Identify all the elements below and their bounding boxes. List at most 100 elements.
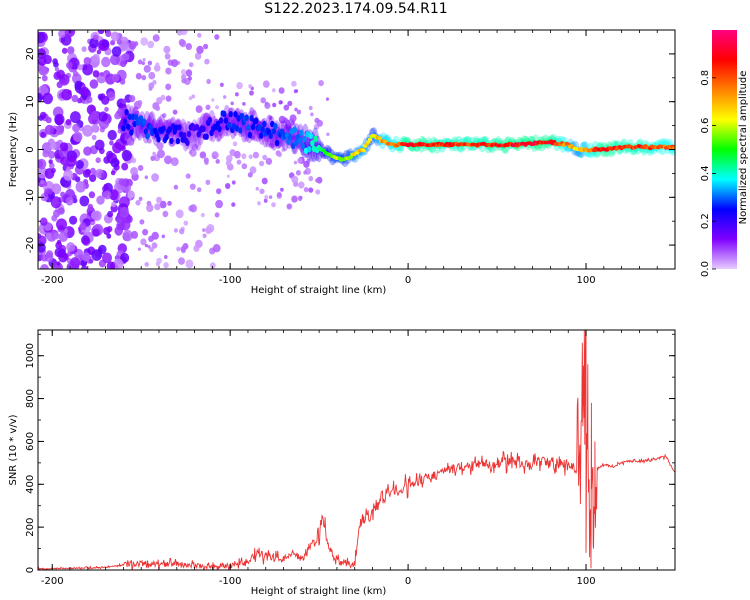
heatmap-ridge-core bbox=[194, 124, 200, 131]
heatmap-noise-cell bbox=[197, 187, 202, 193]
heatmap-noise-cell bbox=[181, 74, 187, 80]
heatmap-ridge-core bbox=[297, 137, 302, 144]
heatmap-noise-cell bbox=[167, 200, 172, 206]
heatmap-noise-cell bbox=[303, 170, 308, 175]
heatmap-noise-cell bbox=[297, 157, 303, 164]
heatmap-noise-cell bbox=[206, 78, 211, 85]
heatmap-noise-cell bbox=[295, 170, 301, 176]
heatmap-ridge-core bbox=[247, 131, 253, 139]
heatmap-noise-cell bbox=[171, 59, 179, 68]
heatmap-noise-cell bbox=[77, 97, 83, 104]
snr-y-axis-label: SNR (10 * v/v) bbox=[8, 414, 19, 485]
heatmap-noise-cell bbox=[199, 151, 207, 159]
figure-title: S122.2023.174.09.54.R11 bbox=[264, 1, 448, 17]
heatmap-ridge-core bbox=[130, 113, 136, 120]
colorbar-tick-label: 0.0 bbox=[700, 261, 711, 277]
heatmap-noise-cell bbox=[120, 60, 127, 68]
heatmap-y-tick-label: 10 bbox=[25, 95, 36, 108]
heatmap-noise-cell bbox=[38, 92, 43, 103]
heatmap-y-axis-label: Frequency (Hz) bbox=[8, 112, 19, 188]
heatmap-noise-cell bbox=[318, 80, 324, 87]
heatmap-ridge-core bbox=[273, 123, 278, 130]
heatmap-noise-cell bbox=[164, 255, 168, 259]
heatmap-noise-cell bbox=[100, 172, 107, 179]
heatmap-noise-cell bbox=[108, 189, 119, 201]
heatmap-ridge-core bbox=[292, 126, 297, 133]
heatmap-noise-cell bbox=[234, 150, 241, 159]
heatmap-ridge-core bbox=[145, 133, 150, 140]
heatmap-noise-cell bbox=[61, 47, 68, 54]
heatmap-noise-cell bbox=[261, 177, 268, 185]
heatmap-ridge-core bbox=[164, 134, 169, 141]
heatmap-ridge-core bbox=[142, 118, 147, 126]
heatmap-noise-cell bbox=[100, 72, 105, 77]
heatmap-noise-cell bbox=[121, 149, 132, 162]
heatmap-ridge-core bbox=[174, 124, 179, 131]
heatmap-noise-cell bbox=[46, 250, 54, 259]
heatmap-noise-cell bbox=[268, 195, 273, 200]
heatmap-noise-cell bbox=[249, 109, 256, 117]
heatmap-noise-cell bbox=[315, 189, 321, 195]
heatmap-noise-cell bbox=[271, 202, 276, 208]
heatmap-noise-cell bbox=[176, 246, 181, 252]
heatmap-noise-cell bbox=[209, 262, 216, 269]
heatmap-noise-cell bbox=[148, 235, 154, 242]
heatmap-noise-cell bbox=[291, 195, 298, 203]
heatmap-noise-cell bbox=[225, 183, 231, 189]
heatmap-noise-cell bbox=[48, 159, 53, 165]
heatmap-noise-cell bbox=[106, 150, 114, 159]
heatmap-ridge-core bbox=[287, 133, 293, 141]
heatmap-noise-cell bbox=[110, 40, 116, 46]
heatmap-noise-cell bbox=[53, 61, 59, 68]
heatmap-noise-cell bbox=[154, 203, 161, 211]
heatmap-noise-cell bbox=[185, 173, 191, 179]
heatmap-noise-cell bbox=[113, 258, 124, 269]
heatmap-noise-cell bbox=[189, 204, 197, 213]
heatmap-noise-cell bbox=[280, 187, 284, 192]
heatmap-noise-cell bbox=[188, 150, 192, 155]
heatmap-noise-cell bbox=[44, 124, 55, 135]
heatmap-noise-cell bbox=[232, 141, 238, 147]
heatmap-noise-cell bbox=[260, 97, 267, 104]
heatmap-noise-cell bbox=[140, 238, 147, 246]
heatmap-noise-cell bbox=[162, 210, 169, 218]
heatmap-ridge-core bbox=[299, 129, 304, 136]
heatmap-noise-cell bbox=[157, 149, 165, 159]
heatmap-noise-cell bbox=[66, 61, 73, 69]
heatmap-noise-cell bbox=[255, 186, 259, 191]
heatmap-noise-cell bbox=[50, 196, 62, 209]
heatmap-ridge-core bbox=[279, 128, 285, 135]
heatmap-noise-cell bbox=[144, 262, 149, 267]
heatmap-noise-cell bbox=[214, 212, 220, 218]
heatmap-cells bbox=[38, 30, 675, 269]
heatmap-noise-cell bbox=[156, 142, 164, 150]
heatmap-noise-cell bbox=[146, 138, 152, 144]
heatmap-noise-cell bbox=[223, 95, 227, 99]
heatmap-noise-cell bbox=[276, 192, 282, 198]
heatmap-noise-cell bbox=[278, 115, 286, 124]
heatmap-ridge-core bbox=[161, 125, 166, 132]
heatmap-noise-cell bbox=[55, 241, 63, 250]
heatmap-x-tick-label: 0 bbox=[405, 275, 411, 286]
heatmap-ridge-core bbox=[134, 114, 139, 121]
heatmap-noise-cell bbox=[95, 157, 101, 164]
heatmap-noise-cell bbox=[202, 233, 207, 239]
heatmap-ridge-core bbox=[236, 115, 241, 122]
heatmap-noise-cell bbox=[297, 195, 303, 201]
heatmap-noise-cell bbox=[82, 63, 93, 76]
colorbar-tick-label: 0.2 bbox=[700, 213, 711, 229]
heatmap-noise-cell bbox=[283, 104, 290, 111]
heatmap-ridge-core bbox=[246, 124, 251, 131]
heatmap-noise-cell bbox=[164, 53, 171, 60]
heatmap-noise-cell bbox=[290, 121, 294, 125]
heatmap-noise-cell bbox=[120, 252, 130, 263]
heatmap-noise-cell bbox=[89, 259, 94, 264]
heatmap-noise-cell bbox=[137, 247, 141, 251]
heatmap-noise-cell bbox=[152, 34, 160, 42]
heatmap-ridge-halo bbox=[189, 131, 197, 151]
snr-y-tick-label: 600 bbox=[25, 432, 36, 451]
colorbar-tick-label: 0.4 bbox=[700, 165, 711, 181]
heatmap-noise-cell bbox=[203, 43, 209, 50]
heatmap-ridge-core bbox=[122, 118, 128, 126]
heatmap-noise-cell bbox=[176, 30, 183, 36]
